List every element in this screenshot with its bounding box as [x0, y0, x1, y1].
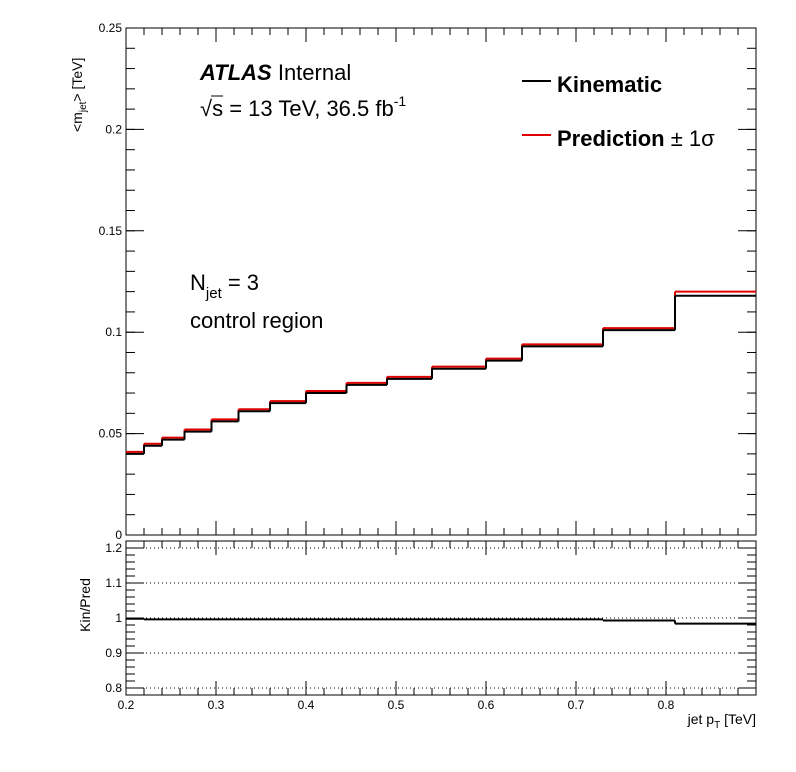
- ratio-ytick-label: 1.1: [105, 576, 122, 590]
- region-label: control region: [190, 308, 323, 333]
- njet-main: N: [190, 270, 206, 295]
- energy-text: s = 13 TeV, 36.5 fb: [212, 96, 394, 121]
- x-tick-label: 0.7: [568, 698, 585, 712]
- x-tick-label: 0.6: [478, 698, 495, 712]
- x-tick-label: 0.5: [388, 698, 405, 712]
- main-ytick-label: 0.15: [99, 224, 123, 238]
- energy-superscript: -1: [394, 93, 407, 109]
- legend-prediction-text: Prediction ± 1σ: [557, 126, 715, 151]
- legend: Kinematic Prediction ± 1σ: [522, 72, 715, 151]
- atlas-label: ATLAS Internal: [199, 60, 351, 85]
- main-plot-frame: [125, 27, 757, 536]
- x-axis-label: jet pT [TeV]: [687, 711, 756, 731]
- x-axis-label-main: jet p: [687, 711, 715, 727]
- legend-kinematic-label: Kinematic: [557, 72, 662, 97]
- atlas-word: ATLAS: [199, 60, 272, 85]
- x-tick-label: 0.8: [658, 698, 675, 712]
- main-ytick-label: 0.05: [99, 427, 123, 441]
- main-y-axis-label-sub: jet: [78, 101, 89, 113]
- ratio-panel: 0.8 0.9 1 1.1 1.2 0.2 0.3 0.4 0.5 0.6 0.7 0.8 Kin/…: [77, 540, 757, 731]
- njet-sub: jet: [205, 285, 223, 302]
- main-series: [126, 290, 756, 455]
- ratio-ytick-label: 1.2: [105, 541, 122, 555]
- x-axis-label-tail: [TeV]: [720, 711, 756, 727]
- main-ytick-label: 0.1: [105, 325, 122, 339]
- ratio-series: [126, 617, 756, 625]
- ratio-ytick-label: 1: [115, 611, 122, 625]
- internal-word: Internal: [278, 60, 351, 85]
- ratio-ytick-labels: 0.8 0.9 1 1.1 1.2: [105, 541, 122, 695]
- x-axis-label-sub: T: [714, 720, 720, 731]
- x-tick-label: 0.2: [118, 698, 135, 712]
- ratio-y-axis-label: Kin/Pred: [77, 578, 93, 632]
- x-tick-label: 0.4: [298, 698, 315, 712]
- sqrt-symbol: √: [200, 96, 213, 121]
- main-ytick-label: 0.25: [99, 21, 123, 35]
- ratio-ticks: [125, 540, 757, 696]
- njet-tail: = 3: [222, 270, 259, 295]
- ratio-grid: [126, 547, 756, 689]
- main-panel: 00.050.10.150.20.25 <mjet> [TeV] ATLAS I…: [69, 21, 757, 542]
- legend-prediction-suffix: ± 1σ: [671, 126, 715, 151]
- x-tick-label: 0.3: [208, 698, 225, 712]
- main-y-axis-label: <mjet> [TeV]: [69, 58, 89, 132]
- njet-label: Njet = 3: [190, 270, 259, 302]
- ratio-ytick-label: 0.8: [105, 681, 122, 695]
- main-y-axis-label-tail: > [TeV]: [69, 58, 85, 102]
- main-ytick-label: 0.2: [105, 122, 122, 136]
- x-tick-labels: 0.2 0.3 0.4 0.5 0.6 0.7 0.8: [118, 698, 675, 712]
- ratio-ytick-label: 0.9: [105, 646, 122, 660]
- main-ytick-label: 0: [115, 528, 122, 542]
- legend-prediction-label: Prediction: [557, 126, 665, 151]
- energy-label: √s = 13 TeV, 36.5 fb-1: [200, 93, 406, 121]
- ratio-plot-frame: [125, 540, 757, 696]
- main-ytick-labels: 0 0.05 0.1 0.15 0.2 0.25: [99, 21, 123, 542]
- main-y-axis-label-main: <m: [69, 112, 85, 132]
